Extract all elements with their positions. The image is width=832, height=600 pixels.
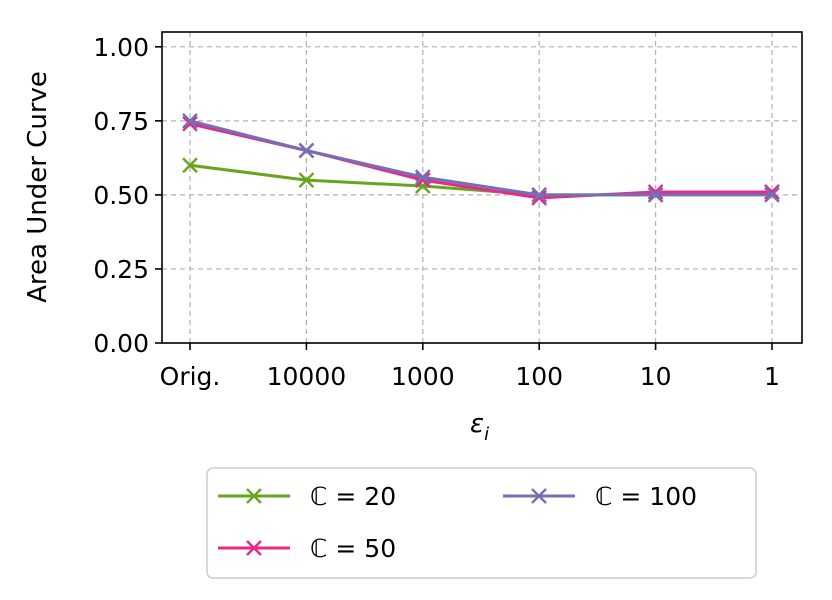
legend-label: ℂ = 100	[595, 482, 697, 511]
x-tick-label: 100	[515, 362, 563, 391]
marker-stroke	[764, 187, 780, 203]
marker-stroke	[246, 540, 262, 556]
y-tick-label: 1.00	[93, 33, 149, 62]
legend: ℂ = 20 ℂ = 50 ℂ = 100	[206, 467, 757, 579]
marker-stroke	[414, 169, 431, 185]
marker-stroke	[414, 172, 431, 188]
data-point-marker	[531, 187, 548, 203]
data-point-marker	[298, 142, 315, 159]
marker-stroke	[531, 488, 547, 504]
data-point-marker	[764, 184, 780, 200]
marker-stroke	[531, 187, 548, 203]
marker-stroke	[298, 142, 315, 159]
series-line	[189, 119, 772, 197]
data-point-marker	[182, 115, 198, 132]
data-point-marker	[764, 187, 780, 203]
x-axis-label-subscript: i	[484, 424, 489, 445]
y-axis-ticks: 0.00 0.25 0.50 0.75 1.00	[93, 33, 162, 358]
legend-label: ℂ = 20	[310, 482, 396, 511]
legend-entry: ℂ = 100	[503, 482, 697, 511]
marker-stroke	[647, 184, 664, 200]
marker-stroke	[182, 115, 198, 132]
x-tick-label: 1	[764, 362, 780, 391]
plot-frame	[161, 31, 803, 344]
marker-stroke	[182, 157, 198, 174]
x-axis-label-symbol: ε	[470, 409, 484, 439]
legend-marker	[246, 540, 262, 556]
data-point-marker	[182, 157, 198, 174]
data-point-marker	[647, 187, 664, 203]
legend-entries: ℂ = 20 ℂ = 50 ℂ = 100	[218, 482, 697, 563]
x-tick-label: Orig.	[160, 362, 221, 391]
legend-marker	[531, 488, 547, 504]
x-tick-label: 10000	[267, 362, 347, 391]
x-axis-label: εi	[470, 409, 489, 445]
marker-stroke	[764, 184, 780, 200]
y-tick-label: 0.25	[93, 255, 149, 284]
legend-entry: ℂ = 50	[218, 534, 396, 563]
data-point-marker	[298, 172, 315, 188]
marker-stroke	[298, 172, 315, 188]
x-axis-ticks: Orig. 10000 1000 100 10 1	[160, 343, 780, 391]
series-group	[182, 113, 780, 203]
marker-stroke	[182, 113, 198, 129]
data-point-marker	[182, 113, 198, 129]
x-tick-label: 1000	[391, 362, 455, 391]
y-tick-label: 0.00	[93, 329, 149, 358]
series-layer	[182, 113, 780, 206]
legend-box	[206, 467, 757, 579]
marker-stroke	[647, 187, 664, 203]
legend-label: ℂ = 50	[310, 534, 396, 563]
data-point-marker	[414, 169, 431, 185]
y-tick-label: 0.75	[93, 107, 149, 136]
legend-marker	[246, 488, 262, 504]
legend-entry: ℂ = 20	[218, 482, 396, 511]
data-point-marker	[647, 184, 664, 200]
y-tick-label: 0.50	[93, 181, 149, 210]
marker-stroke	[246, 488, 262, 504]
x-tick-label: 10	[640, 362, 672, 391]
y-axis-label: Area Under Curve	[23, 71, 53, 303]
marker-stroke	[531, 190, 548, 206]
